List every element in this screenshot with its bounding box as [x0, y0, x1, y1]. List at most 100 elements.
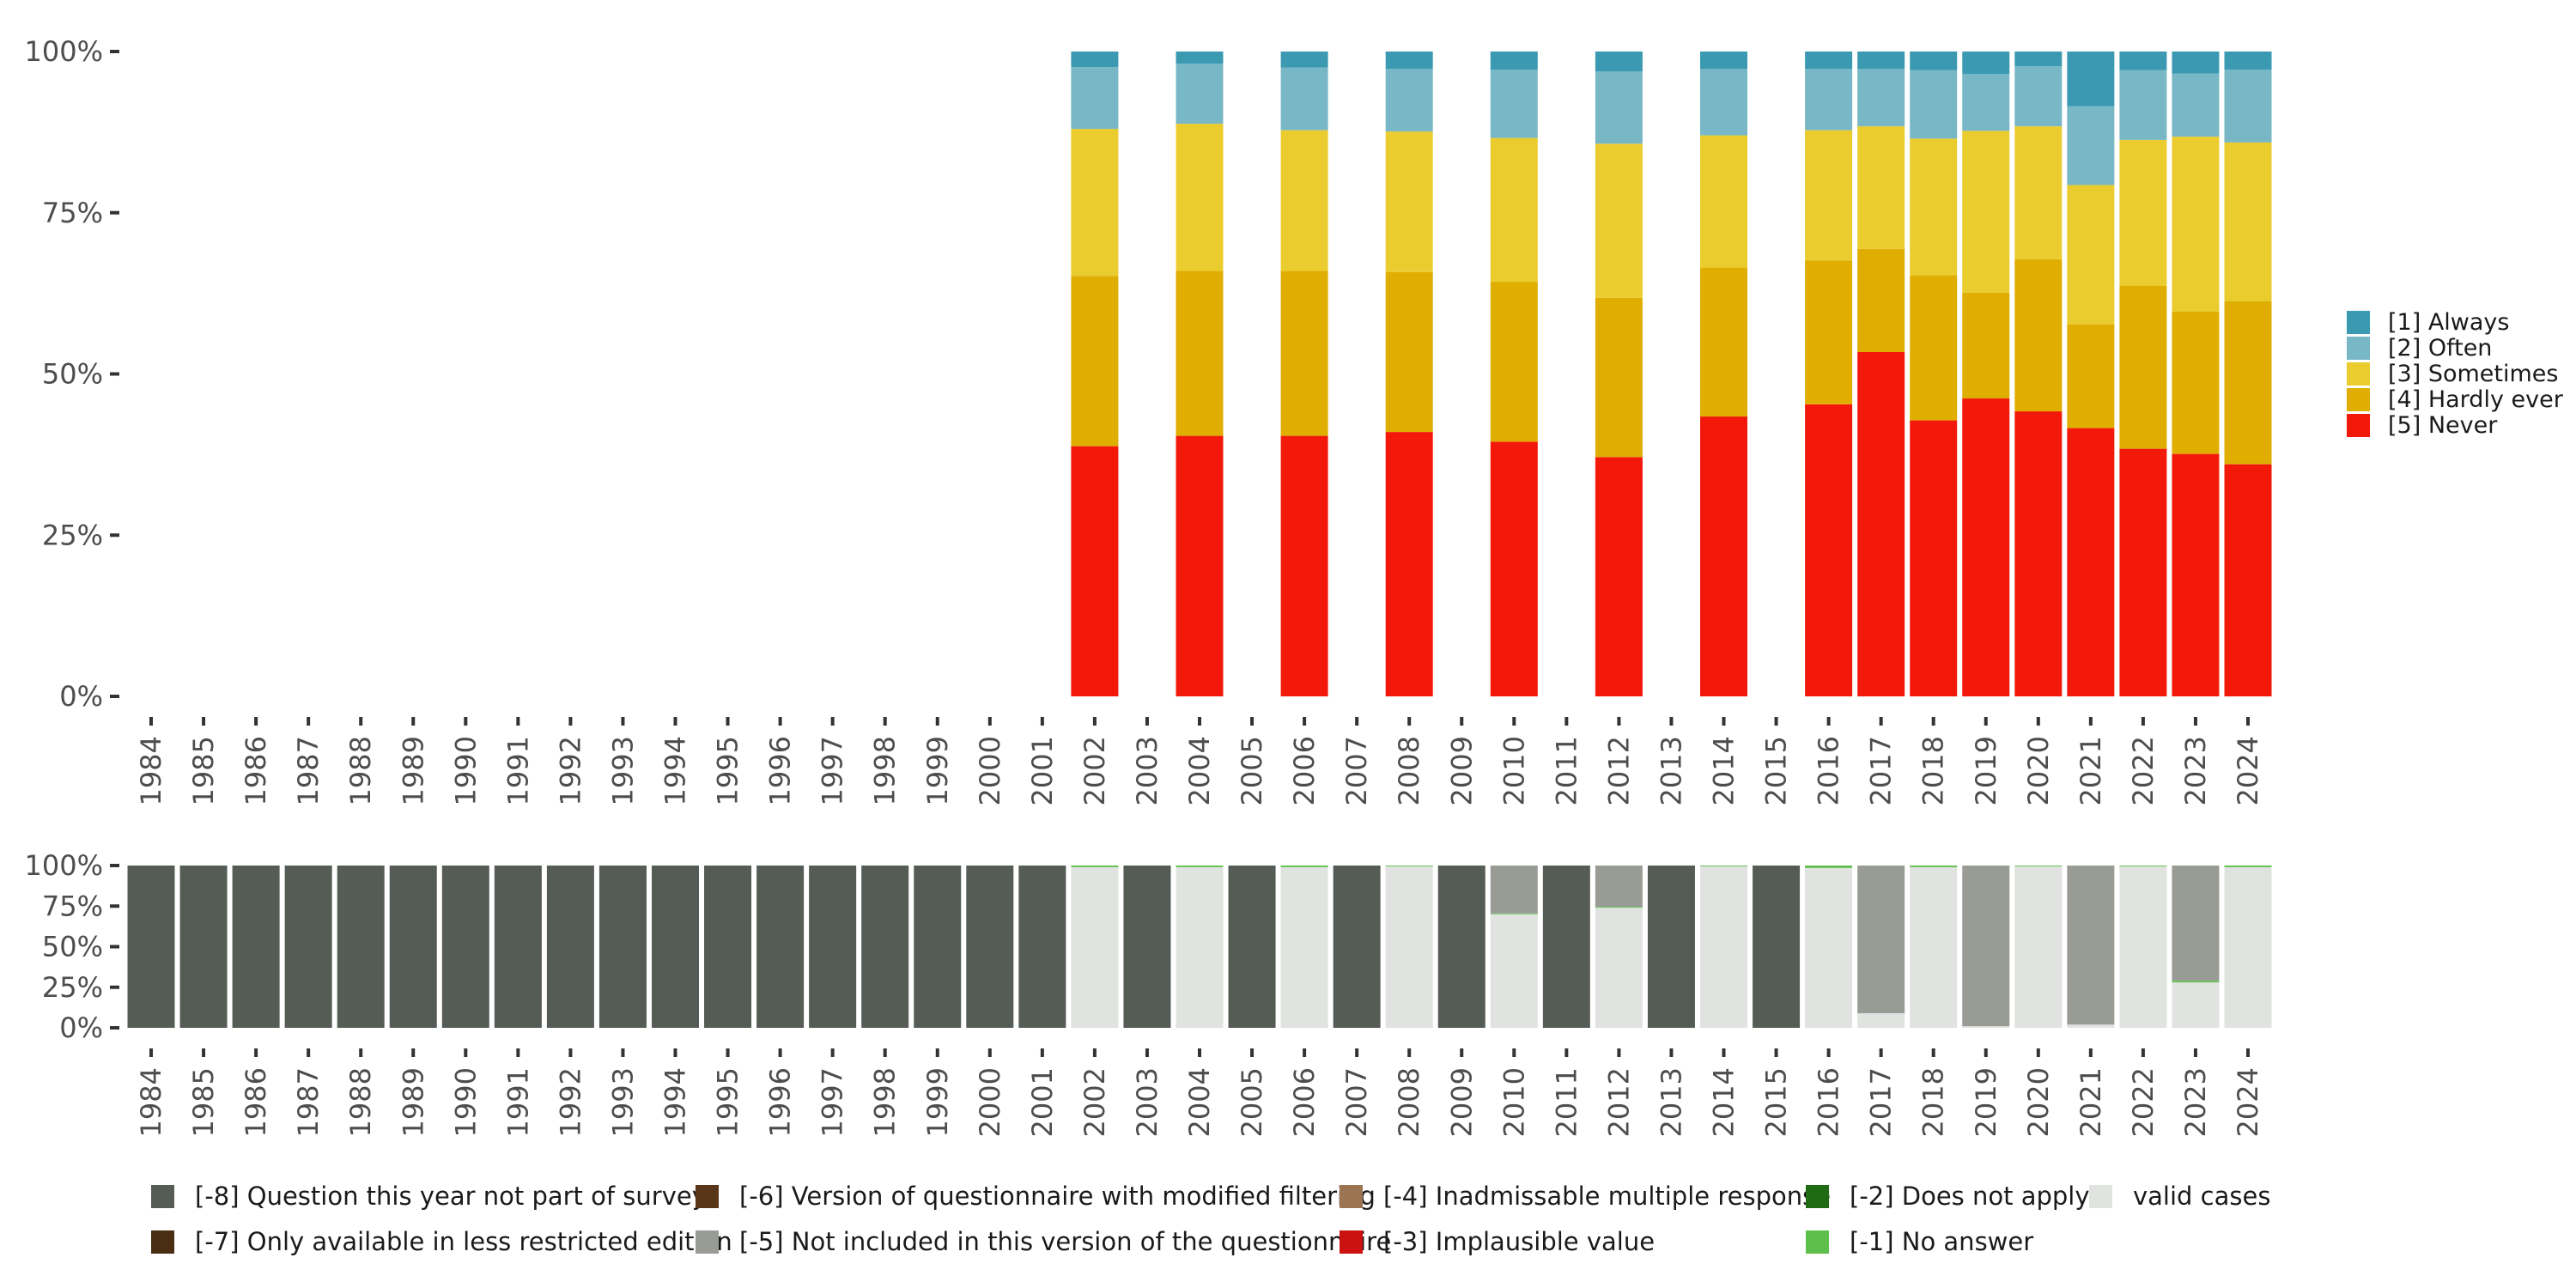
top-x-tick-label: 2006: [1288, 736, 1321, 805]
top-bar-2006-4-hardly-ever: [1280, 270, 1328, 436]
bottom-bar-1984-8-question-this-year-not-part-of-survey: [127, 866, 175, 1028]
top-y-tick-label: 100%: [25, 35, 103, 68]
bottom-bar-2010-valid-cases: [1490, 914, 1538, 1028]
top-bar-2012-5-never: [1595, 457, 1643, 696]
bottom-x-tick-label: 2004: [1183, 1067, 1216, 1137]
top-x-tick-label: 2022: [2127, 736, 2160, 805]
bottom-x-tick-label: 1993: [606, 1067, 639, 1137]
bottom-bar-1997-8-question-this-year-not-part-of-survey: [809, 866, 857, 1028]
bottom-x-tick-label: 2018: [1917, 1067, 1950, 1137]
top-bar-2021-5-never: [2067, 428, 2115, 696]
bottom-x-tick-label: 2023: [2179, 1067, 2212, 1137]
legend-label-4-hardly-ever: [4] Hardly ever: [2388, 386, 2564, 413]
top-x-tick-label: 2018: [1917, 736, 1950, 805]
bottom-bar-2017-valid-cases: [1857, 1012, 1905, 1028]
bottom-x-tick-label: 1987: [292, 1067, 325, 1137]
legend-label-5-never: [5] Never: [2388, 412, 2498, 439]
bottom-x-tick-label: 2006: [1288, 1067, 1321, 1137]
bottom-bar-1998-8-question-this-year-not-part-of-survey: [861, 866, 909, 1028]
bottom-x-tick-label: 1997: [817, 1067, 849, 1137]
bottom-x-tick-label: 2008: [1393, 1067, 1425, 1137]
top-bar-2006-1-always: [1280, 52, 1328, 68]
bottom-x-tick-label: 2013: [1655, 1067, 1687, 1137]
bottom-bar-2011-8-question-this-year-not-part-of-survey: [1542, 866, 1590, 1028]
top-x-tick-label: 1992: [554, 736, 586, 805]
bottom-x-tick-label: 2012: [1602, 1067, 1635, 1137]
top-bar-2018-3-sometimes: [1910, 138, 1958, 276]
top-bar-2014-5-never: [1700, 416, 1747, 696]
top-x-tick-label: 1986: [240, 736, 272, 805]
bottom-bar-2003-8-question-this-year-not-part-of-survey: [1123, 866, 1171, 1028]
bottom-bar-1991-8-question-this-year-not-part-of-survey: [494, 866, 542, 1028]
legend-swatch-4-hardly-ever: [2347, 388, 2370, 411]
top-bar-2022-3-sometimes: [2119, 139, 2167, 286]
top-y-tick-label: 25%: [42, 519, 103, 551]
top-bar-2018-5-never: [1910, 420, 1958, 696]
top-bar-2019-4-hardly-ever: [1962, 292, 2010, 399]
legend-swatch-4-inadmissable-multiple-response: [1340, 1185, 1363, 1208]
top-bar-2016-2-often: [1805, 69, 1853, 131]
top-y-tick-label: 0%: [59, 680, 103, 713]
bottom-bar-2017-5-not-included-in-this-version-of-the-questionnaire: [1857, 866, 1905, 1013]
bottom-bar-2006-valid-cases: [1280, 866, 1328, 1028]
legend-swatch-5-not-included-in-this-version-of-the-questionnaire: [696, 1230, 719, 1254]
bottom-x-tick-label: 1988: [344, 1067, 377, 1137]
bottom-bar-1999-8-question-this-year-not-part-of-survey: [914, 866, 962, 1028]
bottom-y-tick-label: 0%: [59, 1012, 103, 1044]
bottom-y-tick-label: 50%: [42, 931, 103, 963]
top-bar-2019-3-sometimes: [1962, 131, 2010, 293]
top-bar-2006-3-sometimes: [1280, 130, 1328, 271]
legend-label-5-not-included-in-this-version-of-the-questionnaire: [-5] Not included in this version of the…: [739, 1227, 1391, 1256]
top-bar-2023-1-always: [2172, 52, 2220, 74]
legend-swatch-6-version-of-questionnaire-with-modified-filtering: [696, 1185, 719, 1208]
top-bar-2024-4-hardly-ever: [2224, 301, 2272, 465]
bottom-x-tick-label: 1994: [659, 1067, 692, 1137]
bottom-bar-2021-5-not-included-in-this-version-of-the-questionnaire: [2067, 866, 2115, 1025]
bottom-bar-1994-8-question-this-year-not-part-of-survey: [652, 866, 699, 1028]
top-bar-2020-2-often: [2014, 66, 2063, 127]
top-bar-2024-3-sometimes: [2224, 142, 2272, 301]
top-bar-2014-3-sometimes: [1700, 135, 1747, 268]
top-bar-2019-5-never: [1962, 398, 2010, 696]
bottom-bar-2023-1-no-answer: [2172, 981, 2220, 983]
top-bar-2012-2-often: [1595, 71, 1643, 144]
bottom-bar-2023-valid-cases: [2172, 982, 2220, 1028]
top-bar-2020-5-never: [2014, 411, 2063, 696]
legend-swatch-valid-cases: [2089, 1185, 2112, 1208]
bottom-bar-2012-5-not-included-in-this-version-of-the-questionnaire: [1595, 866, 1643, 908]
top-bar-2008-2-often: [1385, 69, 1433, 132]
top-bar-2019-2-often: [1962, 74, 2010, 131]
top-bar-2014-4-hardly-ever: [1700, 267, 1747, 417]
top-bar-2018-4-hardly-ever: [1910, 275, 1958, 421]
legend-label-3-implausible-value: [-3] Implausible value: [1383, 1227, 1655, 1256]
bottom-x-tick-label: 2010: [1498, 1067, 1530, 1137]
bottom-bar-1995-8-question-this-year-not-part-of-survey: [704, 866, 752, 1028]
legend-label-4-inadmissable-multiple-response: [-4] Inadmissable multiple response: [1383, 1182, 1831, 1211]
bottom-x-tick-label: 2020: [2022, 1067, 2055, 1137]
top-x-tick-label: 2020: [2022, 736, 2055, 805]
top-x-tick-label: 2015: [1760, 736, 1793, 805]
top-y-tick-label: 50%: [42, 358, 103, 391]
top-x-tick-label: 2003: [1131, 736, 1163, 805]
top-bar-2010-1-always: [1490, 52, 1538, 70]
bottom-bar-1993-8-question-this-year-not-part-of-survey: [598, 866, 647, 1028]
bottom-bar-2016-valid-cases: [1805, 867, 1853, 1028]
legend-label-2-does-not-apply: [-2] Does not apply: [1850, 1182, 2090, 1211]
top-bar-2008-1-always: [1385, 52, 1433, 70]
bottom-x-tick-label: 2005: [1236, 1067, 1268, 1137]
top-x-tick-label: 1987: [292, 736, 325, 805]
legend-swatch-3-sometimes: [2347, 362, 2370, 386]
top-x-tick-label: 2019: [1970, 736, 2002, 805]
top-bar-2004-4-hardly-ever: [1176, 270, 1224, 436]
top-bar-2020-3-sometimes: [2014, 126, 2063, 259]
top-bar-2010-5-never: [1490, 441, 1538, 696]
legend-swatch-2-does-not-apply: [1806, 1185, 1829, 1208]
bottom-x-tick-label: 2022: [2127, 1067, 2160, 1137]
bottom-bar-2009-8-question-this-year-not-part-of-survey: [1437, 866, 1485, 1028]
top-bar-2002-4-hardly-ever: [1071, 276, 1119, 447]
bottom-x-tick-label: 2011: [1550, 1067, 1583, 1137]
top-x-tick-label: 2004: [1183, 736, 1216, 805]
bottom-y-tick-label: 75%: [42, 890, 103, 922]
top-bar-2016-5-never: [1805, 404, 1853, 696]
top-x-tick-label: 2014: [1708, 736, 1741, 805]
